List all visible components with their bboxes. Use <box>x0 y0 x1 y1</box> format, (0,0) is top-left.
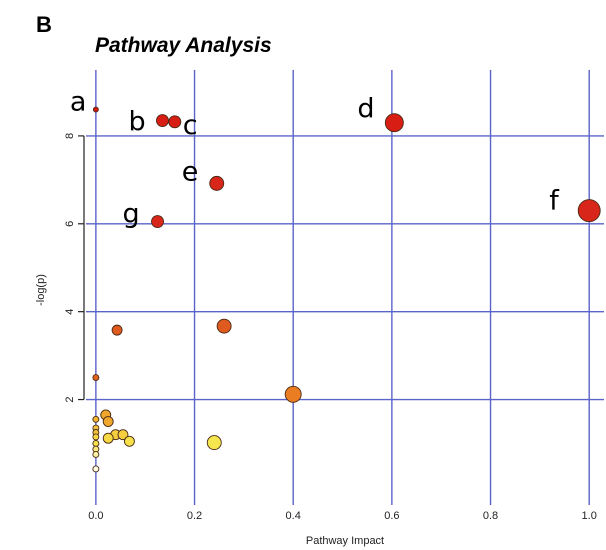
data-point-5 <box>577 199 601 223</box>
y-tick-label-3: 8 <box>64 133 76 139</box>
point-label-a: a <box>70 87 87 118</box>
y-tick-label-0: 2 <box>64 396 76 402</box>
data-point-13 <box>102 416 114 427</box>
data-point-10 <box>284 385 302 403</box>
data-point-9 <box>92 374 100 382</box>
x-tick-label-2: 0.4 <box>286 510 301 522</box>
data-point-18 <box>117 429 129 441</box>
data-point-20 <box>123 435 135 447</box>
y-tick-label-2: 6 <box>64 221 76 227</box>
x-tick-label-5: 1.0 <box>582 510 597 522</box>
data-point-12 <box>92 415 100 423</box>
chart-title: Pathway Analysis <box>95 34 272 57</box>
data-point-6 <box>151 215 164 229</box>
x-tick-label-4: 0.8 <box>483 510 498 522</box>
data-point-2 <box>168 115 182 129</box>
data-point-16 <box>92 433 100 441</box>
panel-letter: B <box>36 12 52 37</box>
x-tick-label-0: 0.0 <box>88 510 103 522</box>
point-label-e: e <box>182 156 199 187</box>
x-axis-label: Pathway Impact <box>306 535 384 547</box>
y-axis-label: -log(p) <box>35 274 47 306</box>
data-point-19 <box>102 432 114 444</box>
data-point-8 <box>111 324 123 336</box>
data-point-22 <box>92 440 100 447</box>
y-tick-label-1: 4 <box>64 309 76 315</box>
data-point-3 <box>384 113 404 133</box>
tick-labels: 2 4 6 8 0.0 0.2 0.4 0.6 0.8 1.0 <box>64 133 597 522</box>
data-point-7 <box>216 318 232 334</box>
x-tick-label-1: 0.2 <box>187 510 202 522</box>
point-label-f: f <box>549 186 560 217</box>
point-label-c: c <box>183 110 198 141</box>
point-label-g: g <box>123 199 140 230</box>
data-point-1 <box>156 114 169 127</box>
data-point-21 <box>206 435 222 451</box>
data-point-0 <box>92 106 99 113</box>
data-point-4 <box>209 175 225 191</box>
data-point-24 <box>92 451 100 458</box>
data-point-25 <box>92 465 100 473</box>
point-label-d: d <box>357 94 374 125</box>
data-points <box>92 106 601 473</box>
point-labels: a b c d e f g <box>70 87 560 230</box>
x-tick-label-3: 0.6 <box>384 510 399 522</box>
y-axis <box>78 135 85 401</box>
point-label-b: b <box>128 107 145 138</box>
grid-lines <box>86 70 604 505</box>
